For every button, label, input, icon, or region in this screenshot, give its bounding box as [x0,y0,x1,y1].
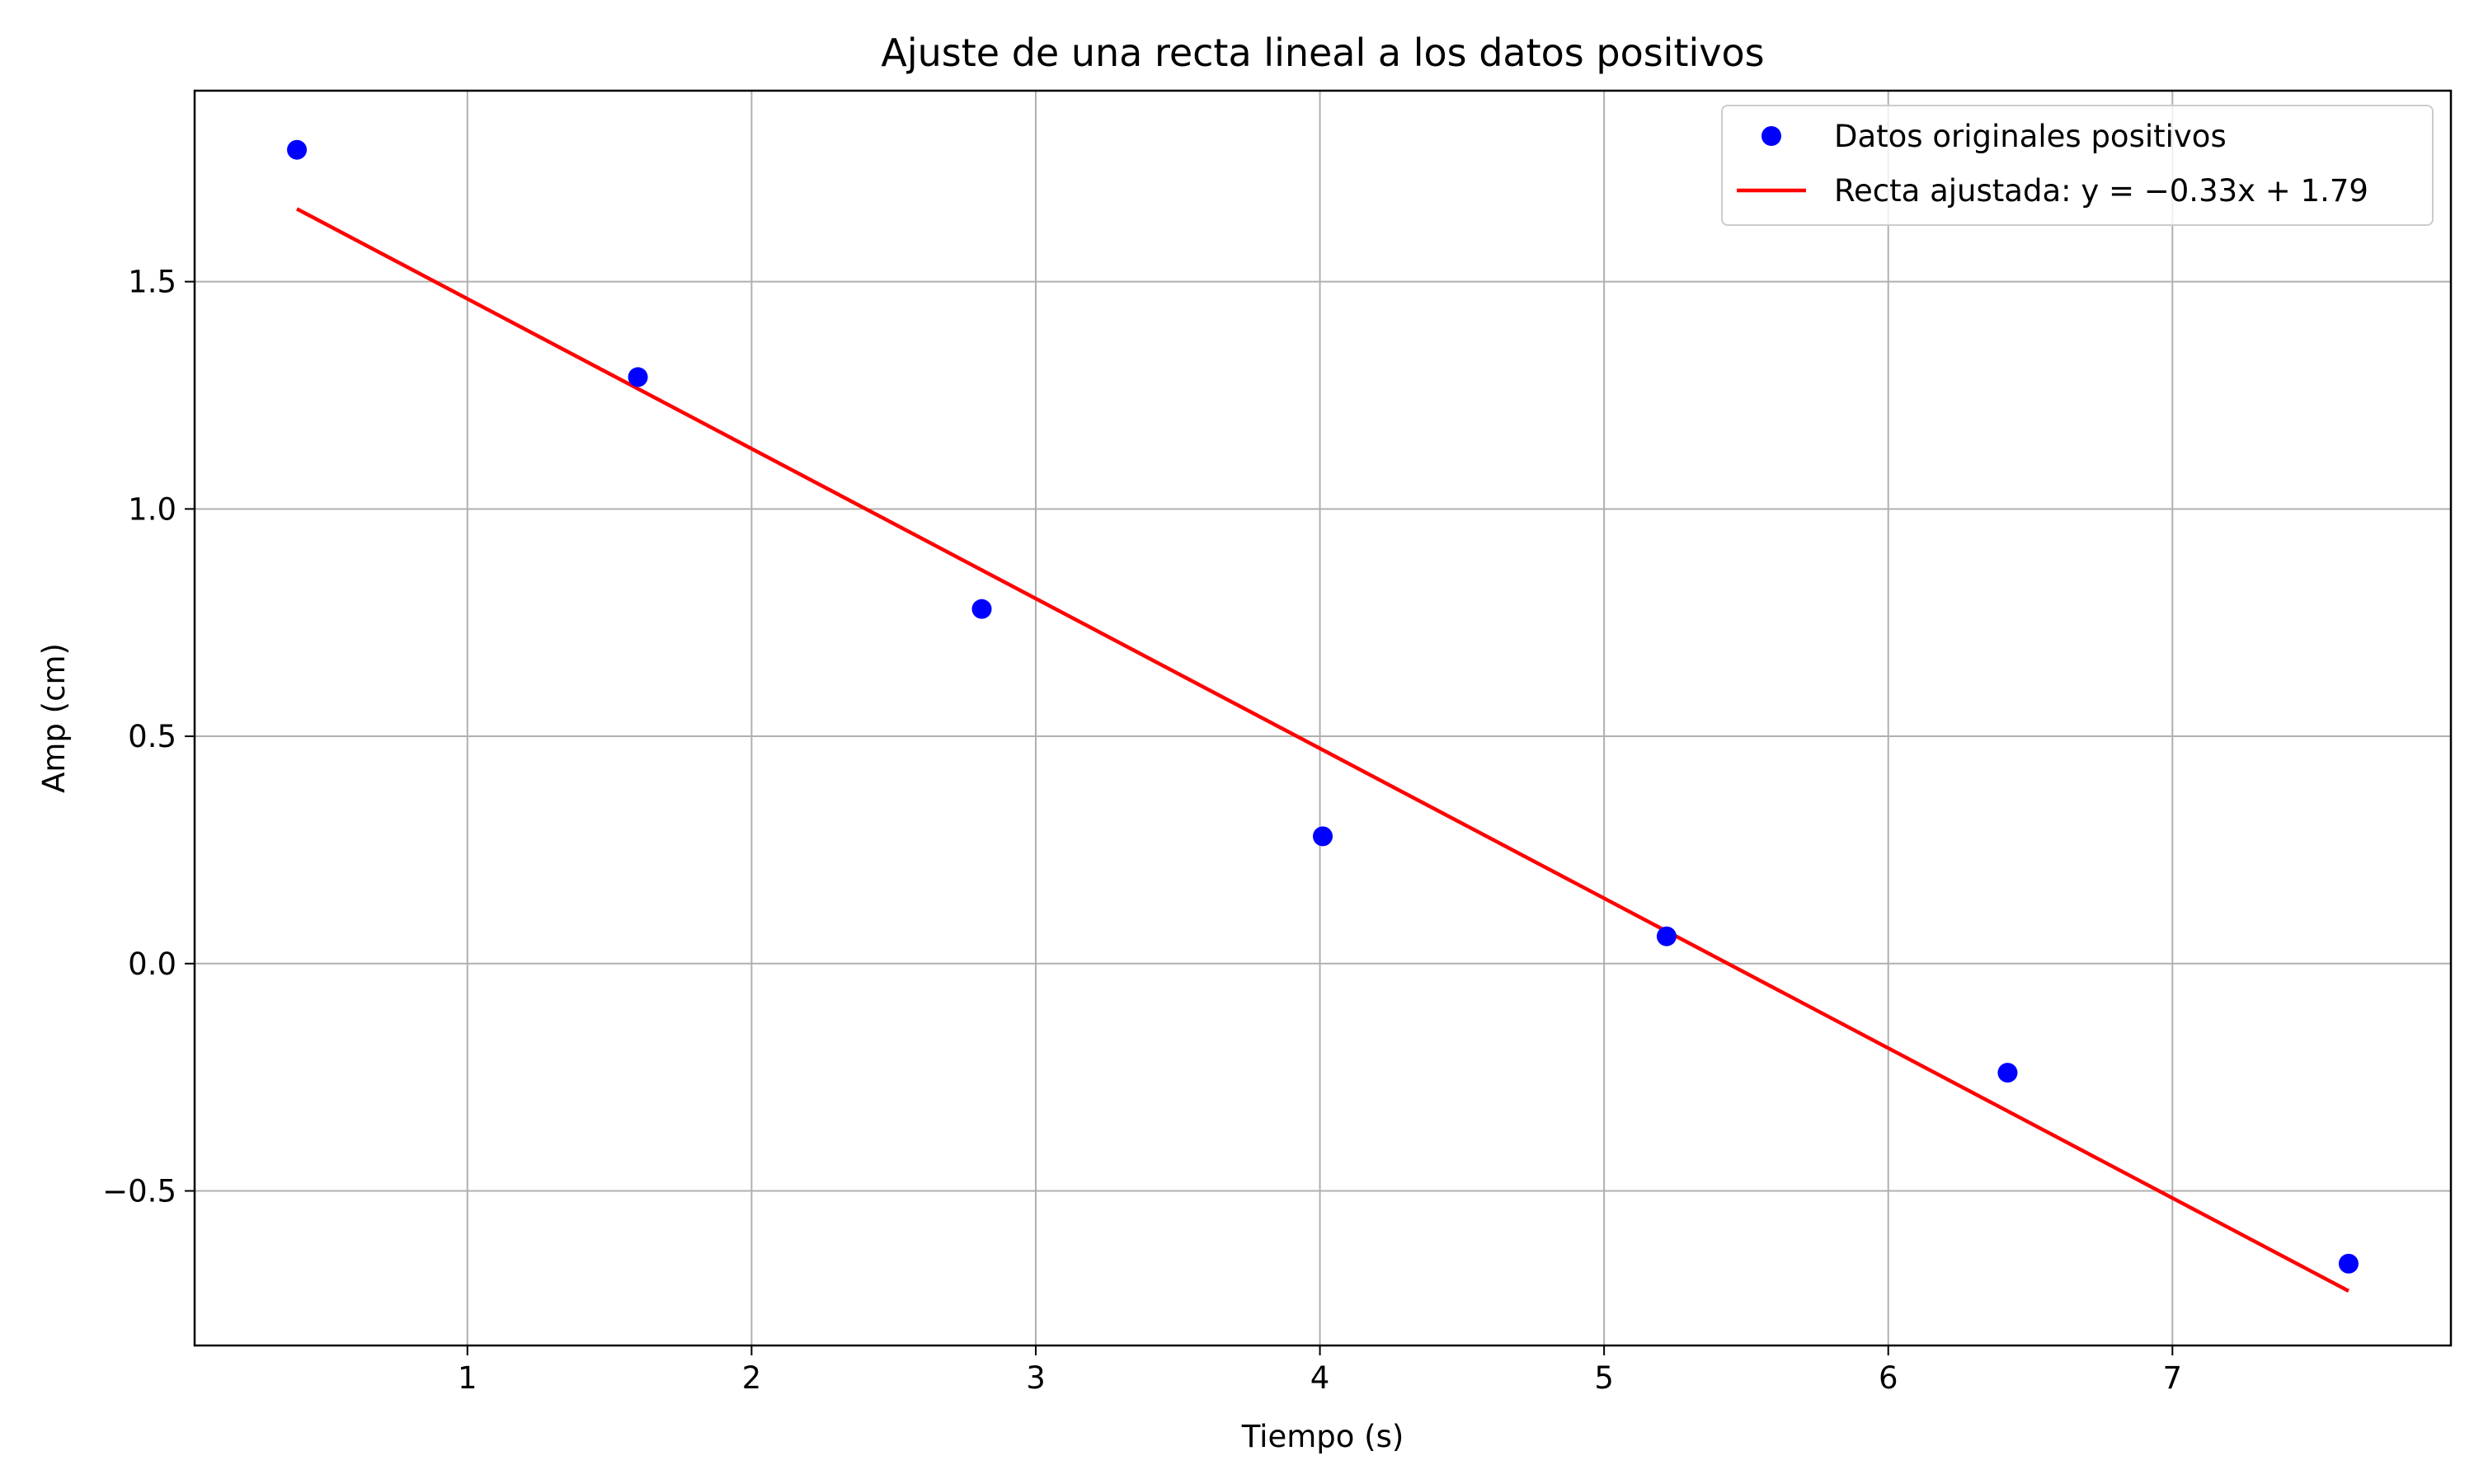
x-axis-label: Tiempo (s) [1241,1419,1404,1454]
y-tick-label-3: 1.0 [128,491,176,527]
x-tick-label-5: 6 [1879,1360,1898,1396]
x-tick-label-6: 7 [2163,1360,2183,1396]
legend-label-line: Recta ajustada: y = −0.33x + 1.79 [1834,173,2368,209]
fit-line-layer [296,207,2349,1293]
data-point-2 [971,599,992,619]
legend-marker-scatter [1761,126,1781,146]
legend-label-scatter: Datos originales positivos [1834,119,2227,154]
x-tick-label-1: 2 [742,1360,762,1396]
y-tick-label-1: 0.0 [128,946,176,982]
scatter-points-layer [287,139,2359,1274]
x-tick-label-0: 1 [458,1360,477,1396]
x-tick-label-3: 4 [1310,1360,1330,1396]
data-point-4 [1656,926,1677,946]
legend: Datos originales positivos Recta ajustad… [1721,105,2434,226]
data-point-5 [1997,1063,2018,1083]
data-point-3 [1313,826,1333,847]
data-point-1 [628,367,648,387]
data-point-6 [2338,1253,2359,1274]
grid [195,91,2451,1345]
y-tick-label-0: −0.5 [102,1174,176,1209]
legend-box [1721,105,2434,226]
y-axis-label: Amp (cm) [36,643,72,793]
x-tick-label-4: 5 [1594,1360,1614,1396]
x-tick-label-2: 3 [1026,1360,1046,1396]
chart-title: Ajuste de una recta lineal a los datos p… [881,31,1764,75]
y-tick-label-2: 0.5 [128,719,176,754]
plot-frame [193,89,2453,1347]
data-point-0 [287,139,308,160]
fit-line [296,207,2349,1293]
ticks: 1 2 3 4 5 6 7 −0.5 0.0 0.5 1.0 1.5 [102,265,2182,1396]
y-tick-label-4: 1.5 [128,265,176,300]
